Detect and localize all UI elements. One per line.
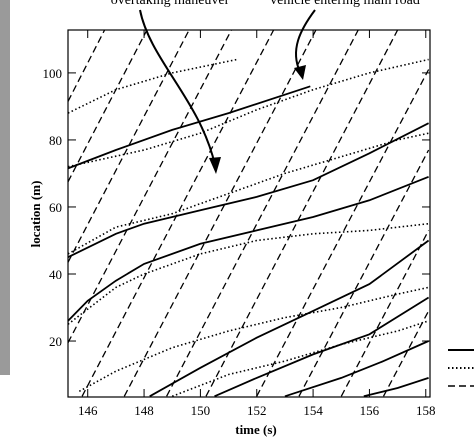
x-tick-label: 150 <box>191 403 211 418</box>
x-tick-label: 156 <box>360 403 380 418</box>
y-axis-label: location (m) <box>28 181 43 248</box>
series-line <box>340 230 430 397</box>
series-line <box>78 286 429 393</box>
series-line <box>67 175 429 322</box>
series-line <box>67 29 148 183</box>
annotation: overtaking maneuver <box>111 0 230 8</box>
x-tick-label: 154 <box>303 403 323 418</box>
arrowhead <box>294 65 306 80</box>
series-line <box>67 29 232 344</box>
series-line <box>123 29 317 397</box>
x-axis-label: time (s) <box>235 422 277 437</box>
series-line <box>363 377 429 398</box>
series-line <box>214 296 430 398</box>
y-tick-label: 60 <box>49 200 62 215</box>
y-tick-label: 80 <box>49 133 62 148</box>
side-strip <box>0 0 10 375</box>
series-line <box>67 58 429 168</box>
x-tick-label: 152 <box>247 403 267 418</box>
series-line <box>67 122 430 259</box>
arrowhead <box>209 157 221 174</box>
x-tick-label: 158 <box>416 403 436 418</box>
series-line <box>149 239 430 398</box>
arrow <box>139 9 216 166</box>
series-line <box>205 29 399 397</box>
series-line <box>67 29 106 102</box>
plot-frame <box>67 29 431 398</box>
series-line <box>284 340 429 398</box>
y-tick-label: 40 <box>49 267 62 282</box>
series-line <box>298 149 430 397</box>
series-line <box>67 132 429 255</box>
series-line <box>382 310 430 397</box>
y-tick-label: 100 <box>43 66 63 81</box>
x-tick-label: 146 <box>78 403 98 418</box>
arrow <box>295 9 316 73</box>
series-line <box>171 320 429 398</box>
series-line <box>67 222 429 325</box>
x-tick-label: 148 <box>134 403 154 418</box>
annotation: vehicle entering main road <box>270 0 420 8</box>
series-line <box>256 69 430 397</box>
series-line <box>166 29 359 397</box>
series-line <box>67 85 311 170</box>
series-line <box>81 29 275 397</box>
series-line <box>67 58 238 114</box>
y-tick-label: 20 <box>49 334 62 349</box>
